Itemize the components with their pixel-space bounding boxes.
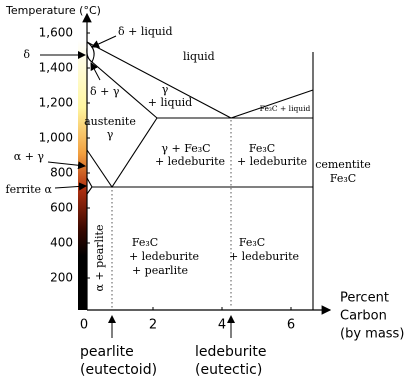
x-tick-label: 4 (218, 318, 226, 333)
y-tick-label: 1,600 (39, 26, 73, 40)
arrows (40, 35, 235, 338)
x-axis-label: (by mass) (340, 327, 404, 342)
gamma-boundary (86, 117, 158, 188)
arrow (90, 62, 101, 81)
phase-lines (86, 41, 314, 310)
region-label: γ + Fe₃C (161, 142, 210, 155)
region-label: austenite (84, 115, 136, 128)
region-label: Fe₃C + liquid (260, 104, 311, 113)
region-label: δ + liquid (118, 25, 173, 38)
region-label: cementite (315, 158, 371, 171)
region-label: Fe₃C (249, 142, 275, 155)
region-label: Fe₃C (132, 236, 158, 249)
y-axis-label: Temperature (°C) (5, 4, 101, 17)
region-label: Fe₃C (239, 236, 265, 249)
region-label: liquid (183, 50, 215, 63)
marker-label: pearlite (80, 344, 134, 360)
region-label: + ledeburite (237, 155, 307, 168)
region-label: δ (23, 48, 30, 61)
arrow (54, 182, 87, 191)
region-label: + liquid (148, 96, 192, 109)
region-label: γ (162, 83, 169, 96)
region-label: α + γ (14, 150, 45, 163)
y-tick-label: 800 (50, 166, 73, 180)
y-tick-label: 600 (50, 201, 73, 215)
arrow (47, 161, 86, 170)
x-tick-label: 0 (80, 318, 88, 333)
region-label: Fe₃C (330, 172, 356, 185)
marker-label: (eutectic) (195, 362, 262, 378)
x-tick-label: 6 (287, 318, 295, 333)
region-label: + ledeburite (155, 155, 225, 168)
region-label: γ (107, 128, 114, 141)
y-tick-label: 400 (50, 236, 73, 250)
temperature-bar (78, 40, 87, 310)
arrow (91, 35, 117, 48)
labels: Temperature (°C) Percent Carbon (by mass… (5, 4, 404, 378)
region-label: + pearlite (132, 264, 188, 277)
region-label: + ledeburite (229, 250, 299, 263)
axes (82, 12, 332, 315)
marker-label: ledeburite (195, 344, 267, 360)
region-label: ferrite α (6, 183, 53, 196)
x-axis-label: Percent (340, 291, 389, 306)
y-tick-label: 1,400 (39, 61, 73, 75)
x-axis-label: Carbon (340, 309, 387, 324)
y-tick-label: 200 (50, 271, 73, 285)
region-label: δ + γ (90, 85, 120, 98)
region-label: + ledeburite (129, 250, 199, 263)
y-tick-label: 1,000 (39, 131, 73, 145)
alpha-boundary (86, 177, 93, 195)
y-tick-label: 1,200 (39, 96, 73, 110)
x-tick-label: 2 (149, 318, 157, 333)
region-label: α + pearlite (93, 225, 106, 292)
marker-label: (eutectoid) (80, 362, 157, 378)
solidus (91, 61, 158, 119)
